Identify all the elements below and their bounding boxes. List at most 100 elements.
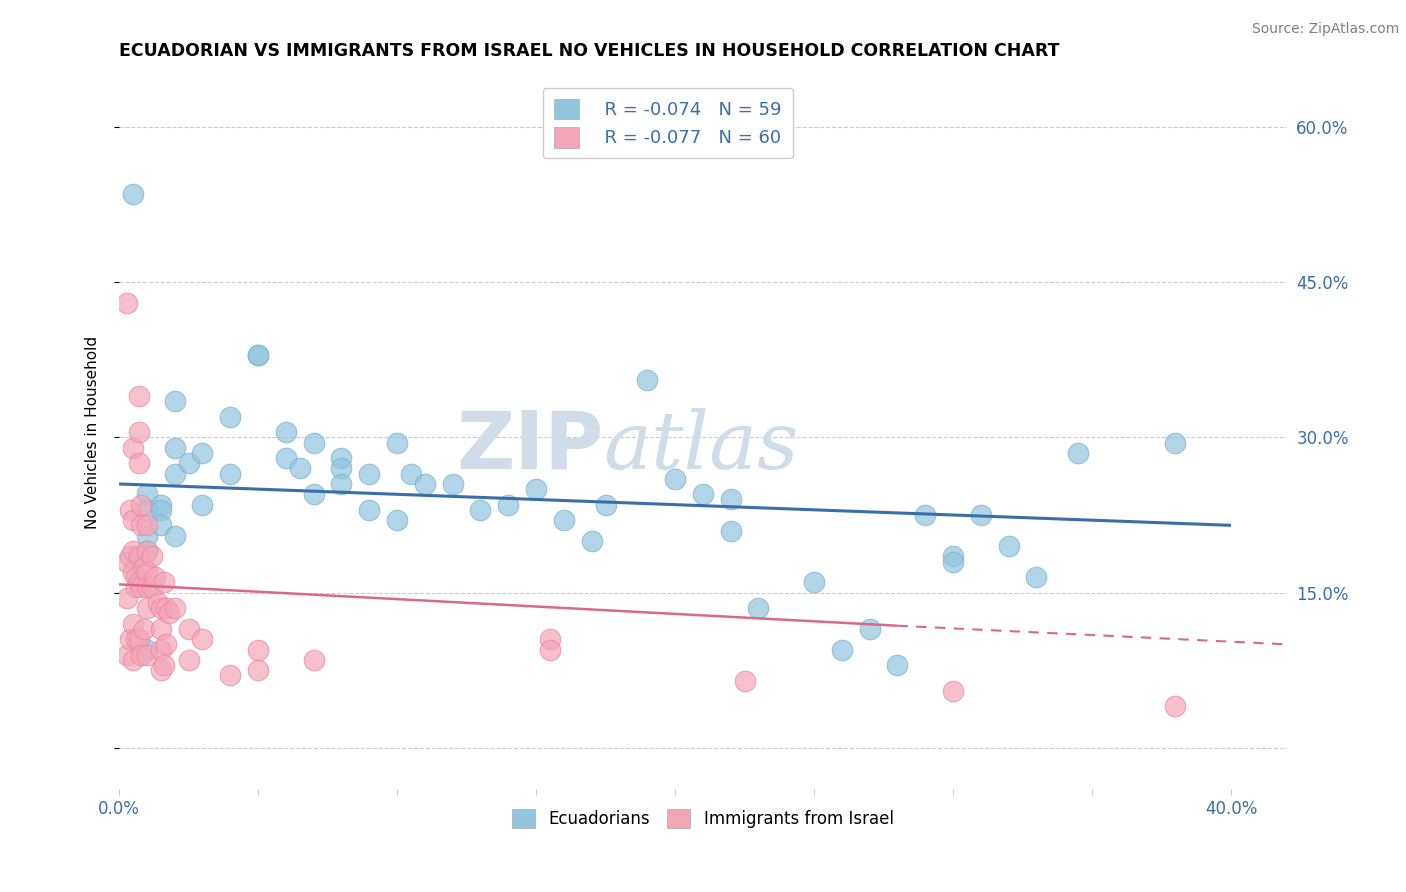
Point xyxy=(122,616,145,631)
Point xyxy=(803,575,825,590)
Point xyxy=(155,637,177,651)
Point xyxy=(302,487,325,501)
Point xyxy=(149,642,172,657)
Point xyxy=(129,518,152,533)
Point xyxy=(163,394,186,409)
Point xyxy=(146,596,169,610)
Point xyxy=(1067,446,1090,460)
Point xyxy=(135,642,157,657)
Point xyxy=(122,513,145,527)
Point xyxy=(149,518,172,533)
Point xyxy=(581,533,603,548)
Point xyxy=(128,389,150,403)
Point xyxy=(129,498,152,512)
Point xyxy=(720,524,742,538)
Point xyxy=(122,565,145,579)
Point xyxy=(942,684,965,698)
Point xyxy=(553,513,575,527)
Point xyxy=(141,549,163,564)
Point xyxy=(538,642,561,657)
Point xyxy=(122,544,145,558)
Legend: Ecuadorians, Immigrants from Israel: Ecuadorians, Immigrants from Israel xyxy=(505,802,900,834)
Text: ZIP: ZIP xyxy=(457,408,603,485)
Point xyxy=(1164,699,1187,714)
Point xyxy=(177,456,200,470)
Point xyxy=(831,642,853,657)
Point xyxy=(247,348,270,362)
Point xyxy=(135,529,157,543)
Point xyxy=(135,518,157,533)
Point xyxy=(219,668,242,682)
Point xyxy=(1164,435,1187,450)
Point xyxy=(359,503,381,517)
Point xyxy=(330,451,353,466)
Point xyxy=(128,575,150,590)
Point xyxy=(219,467,242,481)
Point xyxy=(191,498,214,512)
Point xyxy=(155,601,177,615)
Point xyxy=(441,477,464,491)
Point xyxy=(538,632,561,647)
Point xyxy=(859,622,882,636)
Point xyxy=(125,632,148,647)
Point xyxy=(664,472,686,486)
Point xyxy=(128,632,150,647)
Point xyxy=(157,607,180,621)
Point xyxy=(128,549,150,564)
Point xyxy=(247,642,270,657)
Point xyxy=(399,467,422,481)
Point xyxy=(302,653,325,667)
Point xyxy=(120,632,142,647)
Y-axis label: No Vehicles in Household: No Vehicles in Household xyxy=(86,335,100,529)
Point xyxy=(135,565,157,579)
Point xyxy=(595,498,617,512)
Point xyxy=(330,461,353,475)
Point xyxy=(149,503,172,517)
Point xyxy=(970,508,993,522)
Point xyxy=(117,555,139,569)
Text: ECUADORIAN VS IMMIGRANTS FROM ISRAEL NO VEHICLES IN HOUSEHOLD CORRELATION CHART: ECUADORIAN VS IMMIGRANTS FROM ISRAEL NO … xyxy=(120,42,1060,60)
Point xyxy=(135,601,157,615)
Point xyxy=(692,487,714,501)
Point xyxy=(128,425,150,440)
Point xyxy=(143,570,166,584)
Point xyxy=(149,601,172,615)
Point xyxy=(886,658,908,673)
Point xyxy=(135,648,157,662)
Point xyxy=(247,663,270,677)
Point xyxy=(1025,570,1047,584)
Point xyxy=(135,544,157,558)
Point xyxy=(914,508,936,522)
Point xyxy=(997,539,1019,553)
Point xyxy=(149,663,172,677)
Point xyxy=(117,296,139,310)
Point xyxy=(720,492,742,507)
Point xyxy=(274,425,297,440)
Point xyxy=(288,461,311,475)
Point xyxy=(163,467,186,481)
Point xyxy=(330,477,353,491)
Point xyxy=(122,653,145,667)
Point xyxy=(120,549,142,564)
Point xyxy=(117,648,139,662)
Point xyxy=(132,559,155,574)
Point xyxy=(149,622,172,636)
Point xyxy=(129,581,152,595)
Point xyxy=(413,477,436,491)
Text: Source: ZipAtlas.com: Source: ZipAtlas.com xyxy=(1251,22,1399,37)
Point xyxy=(129,648,152,662)
Point xyxy=(163,601,186,615)
Point xyxy=(942,555,965,569)
Point xyxy=(135,581,157,595)
Point xyxy=(117,591,139,605)
Point xyxy=(636,374,658,388)
Point xyxy=(385,435,408,450)
Point xyxy=(152,575,174,590)
Point xyxy=(132,622,155,636)
Point xyxy=(122,187,145,202)
Point xyxy=(496,498,519,512)
Point xyxy=(163,441,186,455)
Point xyxy=(385,513,408,527)
Point xyxy=(734,673,756,688)
Point xyxy=(177,653,200,667)
